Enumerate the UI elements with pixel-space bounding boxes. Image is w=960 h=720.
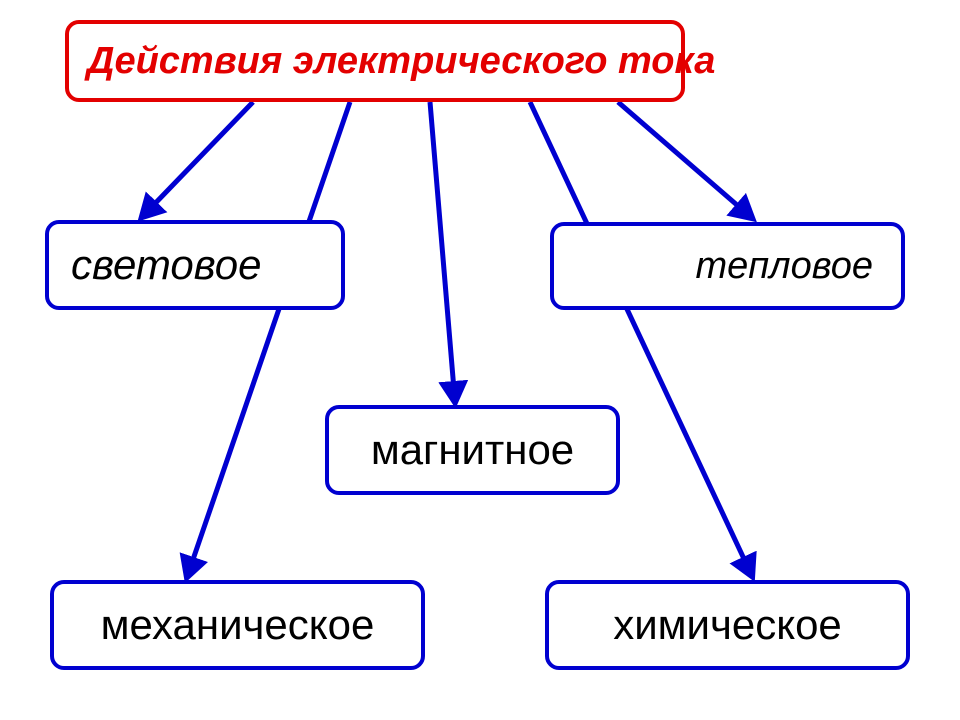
child-label: механическое bbox=[101, 601, 375, 649]
child-node-magnetic: магнитное bbox=[325, 405, 620, 495]
child-node-mechanical: механическое bbox=[50, 580, 425, 670]
child-label: тепловое bbox=[695, 245, 873, 288]
root-label: Действия электрического тока bbox=[87, 40, 715, 83]
child-label: магнитное bbox=[371, 426, 574, 474]
child-label: химическое bbox=[613, 601, 842, 649]
child-node-light: световое bbox=[45, 220, 345, 310]
diagram-container: Действия электрического тока световое те… bbox=[0, 0, 960, 720]
child-node-chemical: химическое bbox=[545, 580, 910, 670]
child-node-thermal: тепловое bbox=[550, 222, 905, 310]
child-label: световое bbox=[71, 241, 261, 289]
root-node: Действия электрического тока bbox=[65, 20, 685, 102]
